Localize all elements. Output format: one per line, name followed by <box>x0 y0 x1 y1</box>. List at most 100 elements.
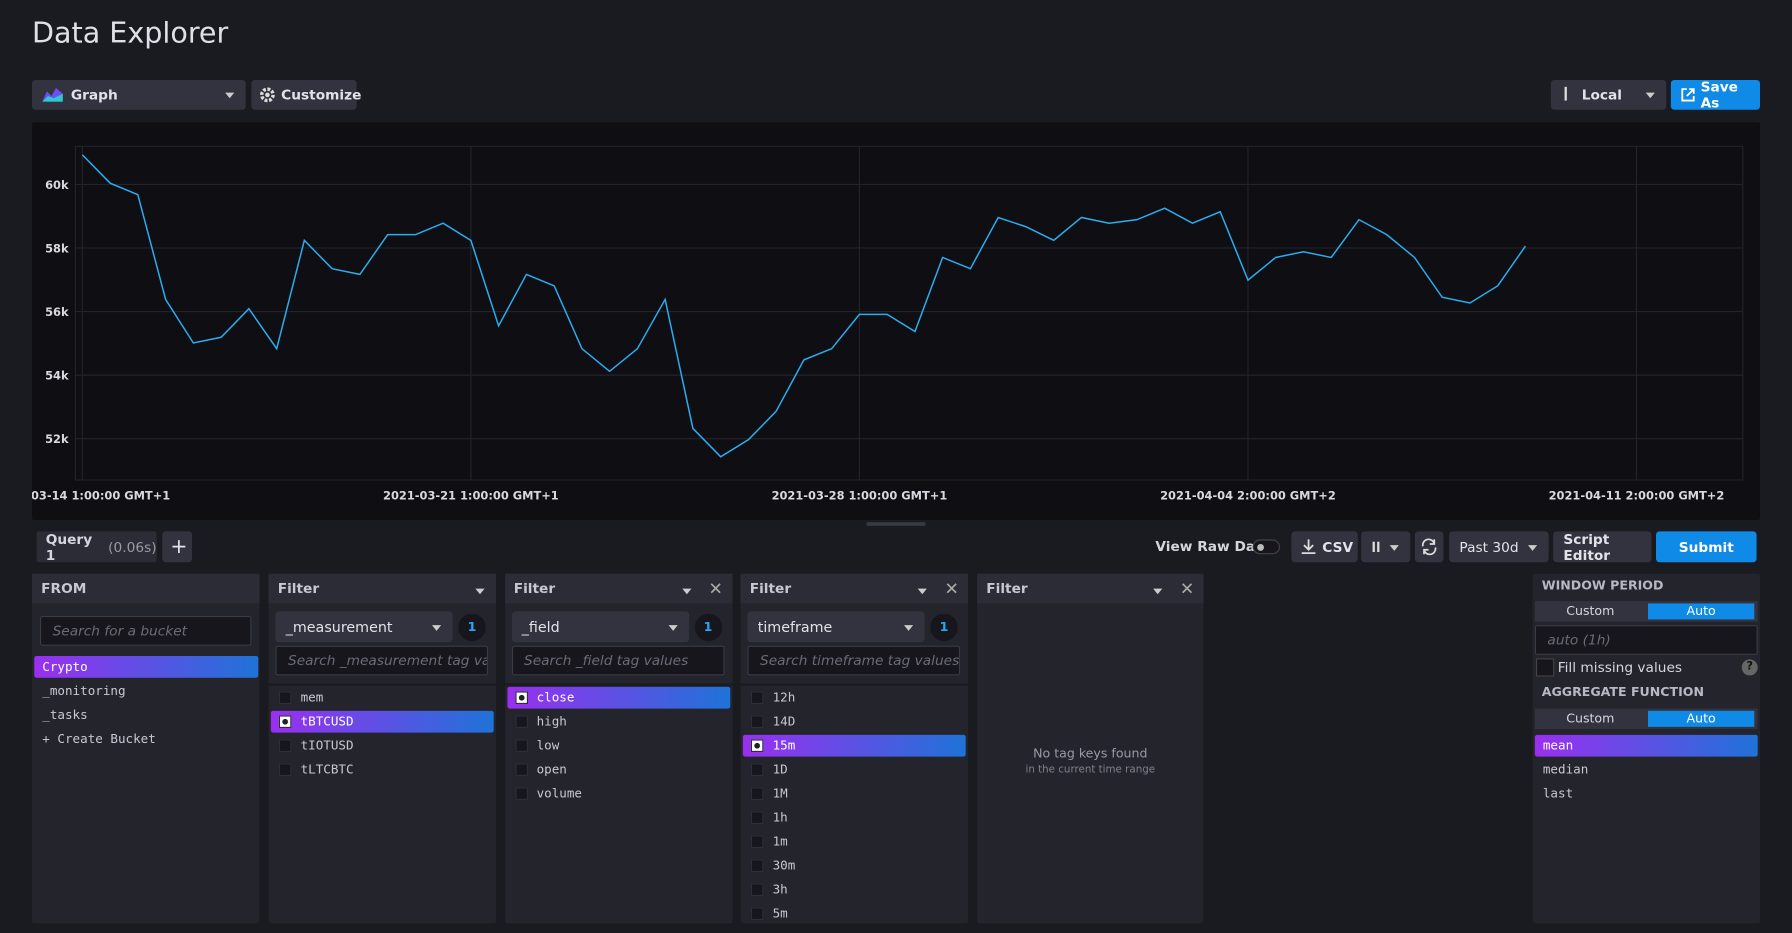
key-dropdown[interactable]: timeframe <box>747 611 925 643</box>
checkbox[interactable] <box>514 763 528 776</box>
list-item[interactable]: tLTCBTC <box>271 759 494 781</box>
list-item[interactable]: 1m <box>743 831 966 853</box>
filter-title: Filter <box>268 573 496 604</box>
query-tab[interactable]: Query 1 (0.06s) <box>36 531 157 563</box>
resize-handle[interactable] <box>866 522 926 526</box>
bucket-search[interactable]: Search for a bucket <box>39 615 252 646</box>
close-filter[interactable]: ✕ <box>944 578 959 599</box>
list-item[interactable]: 14D <box>743 711 966 733</box>
key-dropdown[interactable]: _measurement <box>275 611 453 643</box>
customize-button[interactable]: Customize <box>251 79 361 110</box>
list-item[interactable]: 5m <box>743 903 966 925</box>
submit-button[interactable]: Submit <box>1655 531 1757 563</box>
checkbox[interactable] <box>278 763 292 776</box>
window-input[interactable]: auto (1h) <box>1534 625 1758 655</box>
item-label: median <box>1542 762 1589 778</box>
caret <box>667 624 678 631</box>
aggregate-toggle[interactable]: Custom Auto <box>1534 708 1758 730</box>
list-item[interactable]: tIOTUSD <box>271 735 494 757</box>
checkbox[interactable] <box>278 739 292 752</box>
view-raw-label: View Raw Data <box>1155 538 1271 555</box>
tag-search[interactable]: Search _field tag values <box>511 645 724 676</box>
y-tick-label: 60k <box>45 178 69 192</box>
list-item[interactable]: 1D <box>743 759 966 781</box>
y-tick-label: 52k <box>45 432 69 446</box>
checkbox[interactable] <box>514 715 528 728</box>
checkbox[interactable] <box>278 715 292 728</box>
help-icon[interactable]: ? <box>1741 659 1758 676</box>
list-item[interactable]: tBTCUSD <box>270 710 494 733</box>
auto-option[interactable]: Auto <box>1647 603 1755 620</box>
checkbox[interactable] <box>750 715 764 728</box>
list-item[interactable]: low <box>507 735 730 757</box>
custom-option[interactable]: Custom <box>1566 710 1615 726</box>
checkbox[interactable] <box>278 691 292 704</box>
checkbox[interactable] <box>750 691 764 704</box>
list-item[interactable]: close <box>506 686 730 709</box>
key-dropdown[interactable]: _field <box>511 611 689 643</box>
x-tick-label: 2021-03-21 1:00:00 GMT+1 <box>383 488 559 502</box>
list-item[interactable]: high <box>507 711 730 733</box>
list-item[interactable]: median <box>1535 759 1758 781</box>
list-item[interactable]: 1M <box>743 783 966 805</box>
checkbox[interactable] <box>750 811 764 824</box>
list-item[interactable]: mean <box>1534 734 1758 757</box>
csv-label: CSV <box>1322 538 1354 555</box>
list-item[interactable]: mem <box>271 687 494 709</box>
script-editor-button[interactable]: Script Editor <box>1553 531 1652 563</box>
checkbox[interactable] <box>514 691 528 704</box>
y-tick-label: 58k <box>45 242 69 256</box>
pause-dropdown[interactable] <box>1361 531 1411 563</box>
checkbox[interactable] <box>514 787 528 800</box>
item-label: mean <box>1542 738 1574 754</box>
checkbox[interactable] <box>750 859 764 872</box>
checkbox[interactable] <box>750 739 764 752</box>
list-item[interactable]: 12h <box>743 687 966 709</box>
list-item[interactable]: 1h <box>743 807 966 829</box>
divider <box>504 683 732 686</box>
refresh-button[interactable] <box>1414 531 1444 563</box>
checkbox[interactable] <box>750 763 764 776</box>
list-item[interactable]: open <box>507 759 730 781</box>
timezone-dropdown[interactable]: Local <box>1550 79 1667 110</box>
list-item[interactable]: last <box>1535 783 1758 805</box>
custom-option[interactable]: Custom <box>1566 603 1615 619</box>
add-query[interactable]: + <box>162 531 192 563</box>
query-time: (0.06s) <box>108 538 157 555</box>
close-filter[interactable]: ✕ <box>1179 578 1195 599</box>
y-tick-label: 54k <box>45 369 69 383</box>
item-label: tBTCUSD <box>300 714 354 730</box>
list-item[interactable]: _monitoring <box>34 680 258 702</box>
auto-option[interactable]: Auto <box>1647 710 1755 727</box>
time-range-dropdown[interactable]: Past 30d <box>1449 531 1549 563</box>
checkbox[interactable] <box>750 907 764 920</box>
raw-toggle[interactable] <box>1252 539 1280 555</box>
from-panel: FROM Search for a bucket Crypto _monitori… <box>31 573 260 924</box>
window-toggle[interactable]: Custom Auto <box>1534 601 1758 622</box>
checkbox[interactable] <box>750 883 764 896</box>
tag-search[interactable]: Search _measurement tag va <box>275 645 488 676</box>
list-item[interactable]: _tasks <box>34 704 258 726</box>
list-item[interactable]: 30m <box>743 855 966 877</box>
item-label: high <box>536 714 567 730</box>
list-item[interactable]: 15m <box>742 734 966 757</box>
csv-button[interactable]: CSV <box>1291 531 1358 563</box>
list-item[interactable]: Crypto <box>34 655 259 678</box>
item-label: 12h <box>772 690 796 706</box>
view-type-dropdown[interactable]: Graph <box>31 79 246 110</box>
list-item[interactable]: + Create Bucket <box>34 728 258 750</box>
functions-panel: WINDOW PERIOD Custom Auto auto (1h) Fill … <box>1532 573 1760 924</box>
checkbox[interactable] <box>514 739 528 752</box>
list-item[interactable]: volume <box>507 783 730 805</box>
tag-list: close high low open volume <box>506 686 730 807</box>
fill-checkbox[interactable] <box>1535 658 1555 677</box>
list-item[interactable]: 3h <box>743 879 966 901</box>
from-title: FROM <box>31 573 260 604</box>
tag-search[interactable]: Search timeframe tag values <box>747 645 960 676</box>
close-filter[interactable]: ✕ <box>708 578 723 599</box>
graph-panel: 52k 54k 56k 58k 60k 2021-03-14 1:00:00 GMT+1 2… <box>0 122 1760 520</box>
save-as-button[interactable]: Save As <box>1670 79 1760 111</box>
checkbox[interactable] <box>750 835 764 848</box>
gear-icon <box>259 87 275 103</box>
checkbox[interactable] <box>750 787 764 800</box>
